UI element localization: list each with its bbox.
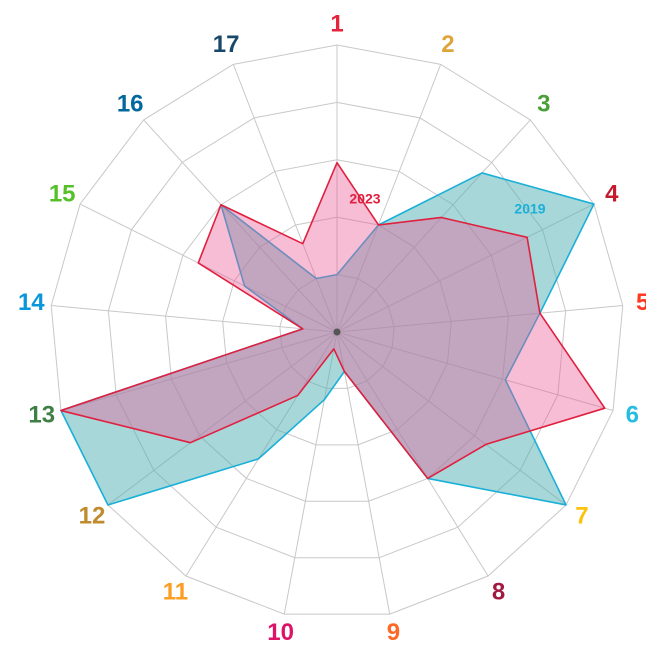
series-label: 2019: [514, 201, 545, 217]
axis-label: 8: [492, 578, 505, 605]
axis-label: 17: [213, 31, 240, 58]
series-area: [60, 172, 595, 506]
axis-label: 1: [330, 10, 343, 37]
axis-label: 14: [18, 289, 45, 316]
series-label: 2023: [349, 191, 380, 207]
axis-label: 6: [626, 401, 639, 428]
axis-label: 9: [387, 619, 400, 646]
spoke: [336, 331, 391, 615]
axis-label: 7: [575, 502, 588, 529]
axis-label: 13: [28, 401, 55, 428]
axis-label: 2: [441, 31, 454, 58]
spoke: [51, 305, 338, 333]
axis-label: 11: [163, 578, 188, 605]
axis-label: 3: [537, 90, 550, 117]
axis-label: 12: [79, 502, 106, 529]
axis-label: 10: [267, 619, 294, 646]
series-area: [60, 161, 606, 480]
axis-label: 16: [117, 90, 144, 117]
center-dot: [333, 328, 341, 336]
axis-label: 4: [605, 181, 619, 208]
grid-ring: [50, 44, 624, 615]
axis-label: 5: [636, 289, 646, 316]
axis-label: 15: [49, 181, 76, 208]
